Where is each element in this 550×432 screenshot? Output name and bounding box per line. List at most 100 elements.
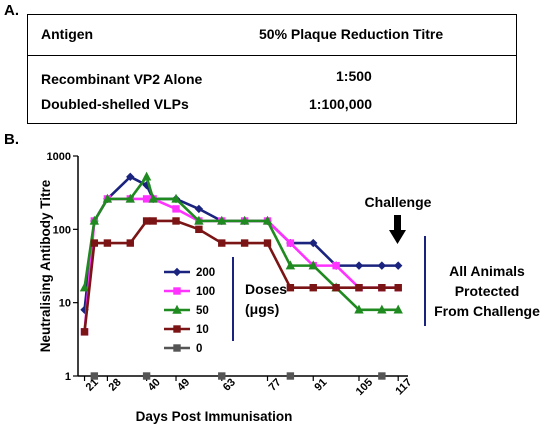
data-point-100 — [172, 205, 180, 213]
legend-label: 0 — [196, 343, 202, 355]
data-point-200 — [309, 238, 318, 248]
legend-marker — [173, 325, 181, 333]
legend-item-50: 50 — [164, 304, 209, 317]
outcome-line-1: All Animals — [449, 263, 525, 279]
data-point-100 — [332, 261, 340, 270]
series-0 — [90, 372, 386, 380]
data-point-200 — [194, 204, 204, 214]
data-point-50 — [285, 260, 296, 270]
data-point-50 — [239, 215, 250, 225]
data-point-10 — [126, 239, 134, 247]
table-cell-titre-1: 1:500 — [336, 68, 372, 84]
legend-item-0: 0 — [164, 343, 202, 355]
data-point-50 — [354, 304, 364, 314]
table-cell-antigen-2: Doubled-shelled VLPs — [41, 96, 189, 112]
data-point-0 — [378, 372, 386, 380]
table-cell-antigen-1: Recombinant VP2 Alone — [41, 71, 203, 87]
data-point-10 — [286, 283, 295, 292]
data-point-200 — [377, 261, 387, 270]
x-tick-label: 117 — [393, 376, 414, 397]
data-point-50 — [194, 215, 204, 225]
data-point-10 — [332, 283, 340, 292]
challenge-label: Challenge — [365, 194, 432, 210]
data-point-10 — [263, 239, 272, 247]
outcome-bracket — [424, 236, 426, 326]
data-point-200 — [354, 261, 364, 270]
y-tick-label: 10 — [59, 298, 71, 310]
data-point-50 — [171, 193, 181, 203]
y-tick-label: 1 — [65, 371, 71, 383]
data-point-10 — [218, 239, 226, 247]
outcome-line-2: Protected — [455, 283, 520, 299]
data-point-50 — [148, 193, 158, 203]
table-cell-titre-2: 1:100,000 — [309, 96, 373, 112]
data-point-0 — [90, 372, 99, 380]
data-point-10 — [240, 239, 249, 247]
data-point-0 — [218, 372, 226, 380]
legend-bracket — [232, 257, 234, 341]
data-point-50 — [308, 260, 318, 270]
data-point-10 — [355, 283, 363, 292]
legend-label: 200 — [196, 267, 215, 279]
x-axis-label: Days Post Immunisation — [136, 409, 293, 424]
table-header-titre: 50% Plaque Reduction Titre — [259, 26, 444, 42]
data-point-10 — [394, 283, 402, 292]
data-point-100 — [142, 195, 151, 203]
legend-title-units: (μgs) — [245, 301, 279, 317]
data-point-0 — [286, 372, 295, 380]
data-point-10 — [378, 283, 386, 292]
series-line-10 — [83, 219, 399, 332]
data-point-200 — [393, 261, 403, 270]
data-point-50 — [141, 171, 152, 181]
data-point-50 — [217, 215, 227, 225]
data-point-10 — [172, 217, 180, 225]
data-point-200 — [126, 172, 135, 182]
y-tick-label: 100 — [53, 224, 71, 236]
challenge-arrow-icon — [389, 215, 406, 244]
data-point-10 — [90, 239, 99, 247]
legend-item-200: 200 — [164, 267, 215, 279]
legend-item-10: 10 — [164, 324, 209, 336]
data-point-50 — [89, 215, 100, 225]
series-10 — [80, 217, 402, 336]
data-point-50 — [393, 304, 403, 314]
data-point-10 — [309, 283, 317, 292]
data-point-50 — [102, 193, 113, 203]
legend-item-100: 100 — [164, 286, 215, 298]
x-tick-label: 91 — [312, 376, 329, 393]
x-tick-label: 105 — [354, 376, 375, 397]
legend-title-doses: Doses — [245, 281, 287, 297]
y-axis-label: Neutralising Antibody Titre — [38, 179, 53, 352]
data-point-10 — [103, 239, 112, 247]
data-point-10 — [142, 217, 151, 225]
outcome-line-3: From Challenge — [434, 303, 540, 319]
data-point-10 — [149, 217, 157, 225]
data-point-100 — [286, 239, 295, 247]
data-point-10 — [195, 225, 203, 234]
x-tick-label: 49 — [175, 376, 192, 393]
x-tick-label: 28 — [107, 376, 124, 393]
legend-marker — [173, 287, 181, 295]
legend-label: 100 — [196, 286, 215, 298]
legend-marker — [173, 344, 181, 352]
panel-b-label: B. — [4, 131, 19, 148]
legend-marker — [172, 267, 182, 277]
y-tick-label: 1000 — [47, 151, 71, 163]
panel-a-label: A. — [4, 2, 19, 19]
data-point-0 — [142, 372, 151, 380]
data-point-10 — [80, 328, 89, 336]
data-point-50 — [377, 304, 387, 314]
table-header-antigen: Antigen — [41, 26, 94, 42]
titre-table: Antigen 50% Plaque Reduction Titre Recom… — [27, 14, 517, 124]
legend-label: 10 — [196, 324, 209, 336]
data-point-50 — [79, 282, 90, 292]
data-point-50 — [262, 215, 273, 225]
legend-label: 50 — [196, 305, 209, 317]
x-tick-label: 77 — [267, 376, 284, 393]
legend-marker — [172, 304, 182, 314]
data-point-50 — [125, 193, 135, 203]
table-header-rule — [28, 55, 516, 56]
